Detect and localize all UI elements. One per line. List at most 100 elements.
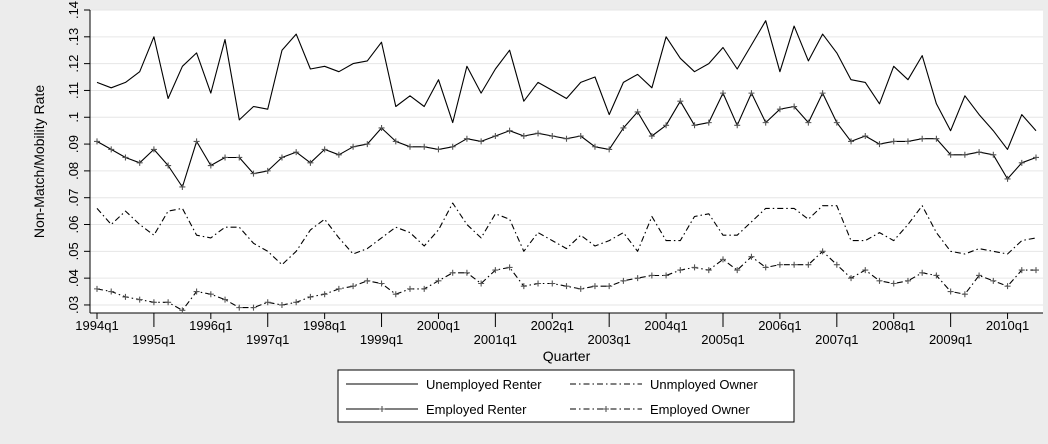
data-point: [720, 90, 726, 97]
data-point: [663, 272, 670, 279]
data-point: [193, 288, 200, 295]
data-point: [904, 138, 911, 145]
y-axis-title: Non-Match/Mobility Rate: [31, 85, 47, 238]
data-point: [691, 264, 698, 271]
x-tick-label: 2007q1: [815, 332, 858, 347]
data-point: [819, 248, 826, 255]
data-point: [449, 269, 456, 276]
y-tick-label: .1: [66, 112, 81, 123]
data-point: [463, 269, 470, 276]
data-point: [407, 143, 413, 150]
series-unmployed-owner: [96, 202, 1037, 266]
series-unemployed-renter: [96, 20, 1037, 150]
data-point: [520, 283, 527, 290]
y-tick-label: .07: [66, 189, 81, 207]
legend-marker: [379, 406, 385, 412]
data-point: [705, 119, 712, 126]
data-point: [663, 122, 670, 129]
data-point: [634, 108, 641, 115]
data-point: [435, 146, 442, 153]
data-point: [990, 277, 997, 284]
legend-marker: [603, 406, 609, 412]
y-tick-label: .14: [66, 1, 81, 19]
data-point: [947, 288, 954, 295]
series-employed-renter: [94, 90, 1039, 190]
data-point: [1018, 267, 1025, 274]
data-point: [378, 124, 385, 131]
data-point: [321, 291, 328, 298]
data-point: [890, 280, 897, 287]
series-line-unemployed-renter: [96, 20, 1037, 150]
data-point: [136, 159, 143, 166]
data-point: [492, 133, 499, 140]
data-point: [94, 138, 100, 145]
series-line-unmployed-owner: [96, 202, 1037, 266]
data-point: [520, 133, 527, 140]
data-point: [606, 146, 613, 153]
y-tick-label: .06: [66, 215, 81, 233]
data-point: [108, 146, 115, 153]
data-point: [720, 256, 726, 263]
legend-item-employed-renter: Employed Renter: [346, 402, 527, 417]
data-point: [364, 141, 371, 148]
data-point: [392, 291, 399, 298]
data-point: [278, 301, 285, 308]
data-point: [108, 288, 115, 295]
grid-lines: [90, 9, 1043, 306]
y-axis-ticks: .03 .04 .05 .06 .07 .08 .09 .1 .11 .12 .13 .14: [66, 1, 90, 314]
data-point: [691, 122, 698, 129]
data-point: [776, 261, 783, 268]
x-tick-label: 2005q1: [701, 332, 744, 347]
series-employed-owner: [94, 248, 1039, 314]
data-point: [748, 253, 755, 260]
data-point: [634, 275, 641, 282]
data-point: [378, 280, 385, 287]
data-point: [1033, 154, 1039, 161]
data-point: [876, 277, 883, 284]
data-point: [791, 103, 798, 110]
x-tick-label: 1994q1: [75, 318, 118, 333]
data-point: [463, 135, 470, 142]
data-point: [136, 296, 143, 303]
data-point: [762, 119, 769, 126]
data-point: [478, 138, 485, 145]
data-point: [563, 283, 570, 290]
data-point: [876, 141, 883, 148]
data-point: [819, 90, 826, 97]
data-point: [207, 291, 214, 298]
data-point: [250, 170, 257, 177]
data-point: [976, 149, 983, 156]
data-point: [335, 285, 342, 292]
data-point: [122, 293, 129, 300]
y-tick-label: .12: [66, 55, 81, 73]
data-point: [961, 291, 968, 298]
legend-item-employed-owner: Employed Owner: [570, 402, 750, 417]
data-point: [563, 135, 570, 142]
data-point: [648, 272, 655, 279]
data-point: [577, 133, 584, 140]
data-point: [947, 151, 954, 158]
data-point: [833, 119, 840, 126]
data-point: [392, 138, 399, 145]
data-point: [961, 151, 968, 158]
data-point: [919, 269, 926, 276]
data-point: [591, 143, 598, 150]
data-point: [776, 106, 783, 113]
data-point: [307, 159, 314, 166]
data-point: [278, 154, 285, 161]
data-point: [150, 299, 157, 306]
data-point: [165, 162, 172, 169]
data-point: [1033, 267, 1039, 274]
data-point: [492, 267, 499, 274]
data-point: [207, 162, 214, 169]
data-point: [264, 167, 271, 174]
x-tick-label: 2001q1: [474, 332, 517, 347]
data-point: [293, 149, 300, 156]
data-point: [1004, 283, 1011, 290]
legend-item-unemployed-renter: Unemployed Renter: [346, 377, 542, 392]
legend-label: Unmployed Owner: [650, 377, 758, 392]
data-point: [179, 307, 186, 314]
data-point: [421, 285, 428, 292]
data-point: [193, 138, 200, 145]
